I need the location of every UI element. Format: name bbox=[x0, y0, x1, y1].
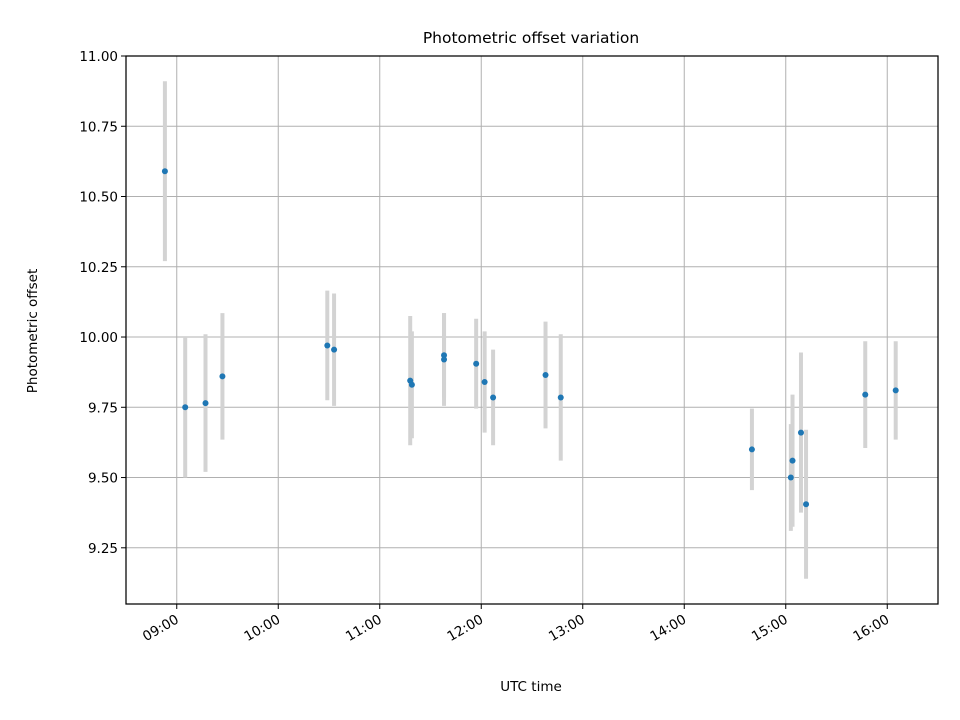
y-tick-label: 9.25 bbox=[88, 541, 118, 557]
y-tick-label: 11.00 bbox=[79, 49, 118, 65]
data-point bbox=[182, 404, 189, 411]
data-point bbox=[331, 346, 338, 353]
data-point bbox=[748, 446, 755, 453]
data-point bbox=[473, 360, 480, 367]
y-tick-label: 10.50 bbox=[79, 190, 118, 206]
grid bbox=[126, 55, 938, 604]
data-points bbox=[161, 168, 899, 508]
data-point bbox=[789, 457, 796, 464]
data-point bbox=[803, 501, 810, 508]
y-tick-label: 9.75 bbox=[88, 400, 118, 416]
plot-frame bbox=[125, 55, 939, 605]
data-point bbox=[787, 474, 794, 481]
chart-title: Photometric offset variation bbox=[423, 29, 639, 47]
data-point bbox=[542, 371, 549, 378]
y-tick-label: 10.25 bbox=[79, 260, 118, 276]
y-axis-label: Photometric offset bbox=[25, 269, 41, 393]
y-tick-label: 10.00 bbox=[79, 330, 118, 346]
data-point bbox=[441, 356, 448, 363]
data-point bbox=[862, 391, 869, 398]
data-point bbox=[481, 378, 488, 385]
data-point bbox=[557, 394, 564, 401]
data-point bbox=[219, 373, 226, 380]
data-point bbox=[892, 387, 899, 394]
x-axis-label: UTC time bbox=[500, 679, 562, 695]
y-tick-label: 9.50 bbox=[88, 471, 118, 487]
data-point bbox=[161, 168, 168, 175]
data-point bbox=[324, 342, 331, 349]
data-point bbox=[490, 394, 497, 401]
data-point bbox=[408, 381, 415, 388]
data-point bbox=[202, 400, 209, 407]
data-point bbox=[441, 352, 448, 359]
y-tick-label: 10.75 bbox=[79, 119, 118, 135]
data-point bbox=[797, 429, 804, 436]
